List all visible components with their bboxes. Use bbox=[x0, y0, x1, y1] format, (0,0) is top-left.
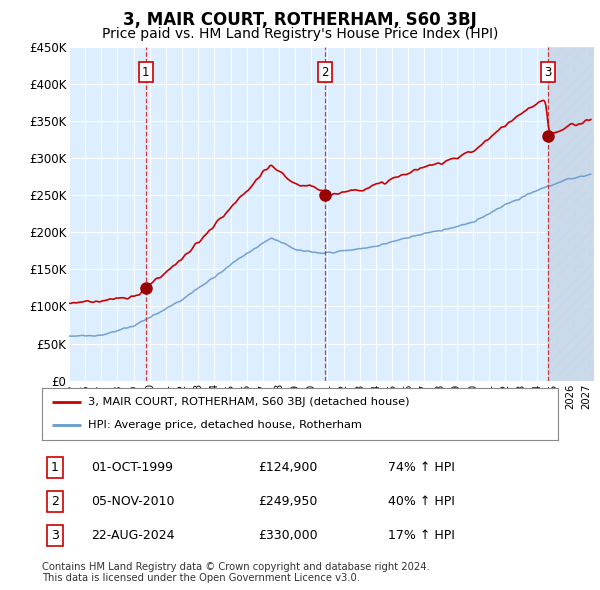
Text: 40% ↑ HPI: 40% ↑ HPI bbox=[388, 495, 455, 508]
Text: 3, MAIR COURT, ROTHERHAM, S60 3BJ (detached house): 3, MAIR COURT, ROTHERHAM, S60 3BJ (detac… bbox=[88, 397, 410, 407]
Text: 22-AUG-2024: 22-AUG-2024 bbox=[91, 529, 175, 542]
Text: £124,900: £124,900 bbox=[259, 461, 318, 474]
Text: Contains HM Land Registry data © Crown copyright and database right 2024.
This d: Contains HM Land Registry data © Crown c… bbox=[42, 562, 430, 584]
Text: 01-OCT-1999: 01-OCT-1999 bbox=[91, 461, 173, 474]
Text: 05-NOV-2010: 05-NOV-2010 bbox=[91, 495, 175, 508]
Text: 1: 1 bbox=[142, 65, 149, 78]
Text: 3: 3 bbox=[544, 65, 551, 78]
Bar bbox=[548, 47, 594, 381]
Text: 74% ↑ HPI: 74% ↑ HPI bbox=[388, 461, 455, 474]
Text: 3, MAIR COURT, ROTHERHAM, S60 3BJ: 3, MAIR COURT, ROTHERHAM, S60 3BJ bbox=[123, 11, 477, 29]
Text: 3: 3 bbox=[51, 529, 59, 542]
Text: HPI: Average price, detached house, Rotherham: HPI: Average price, detached house, Roth… bbox=[88, 420, 362, 430]
Text: Price paid vs. HM Land Registry's House Price Index (HPI): Price paid vs. HM Land Registry's House … bbox=[102, 27, 498, 41]
Text: 17% ↑ HPI: 17% ↑ HPI bbox=[388, 529, 455, 542]
Text: 2: 2 bbox=[321, 65, 329, 78]
Text: £249,950: £249,950 bbox=[259, 495, 318, 508]
Text: £330,000: £330,000 bbox=[259, 529, 319, 542]
Text: 2: 2 bbox=[51, 495, 59, 508]
Text: 1: 1 bbox=[51, 461, 59, 474]
